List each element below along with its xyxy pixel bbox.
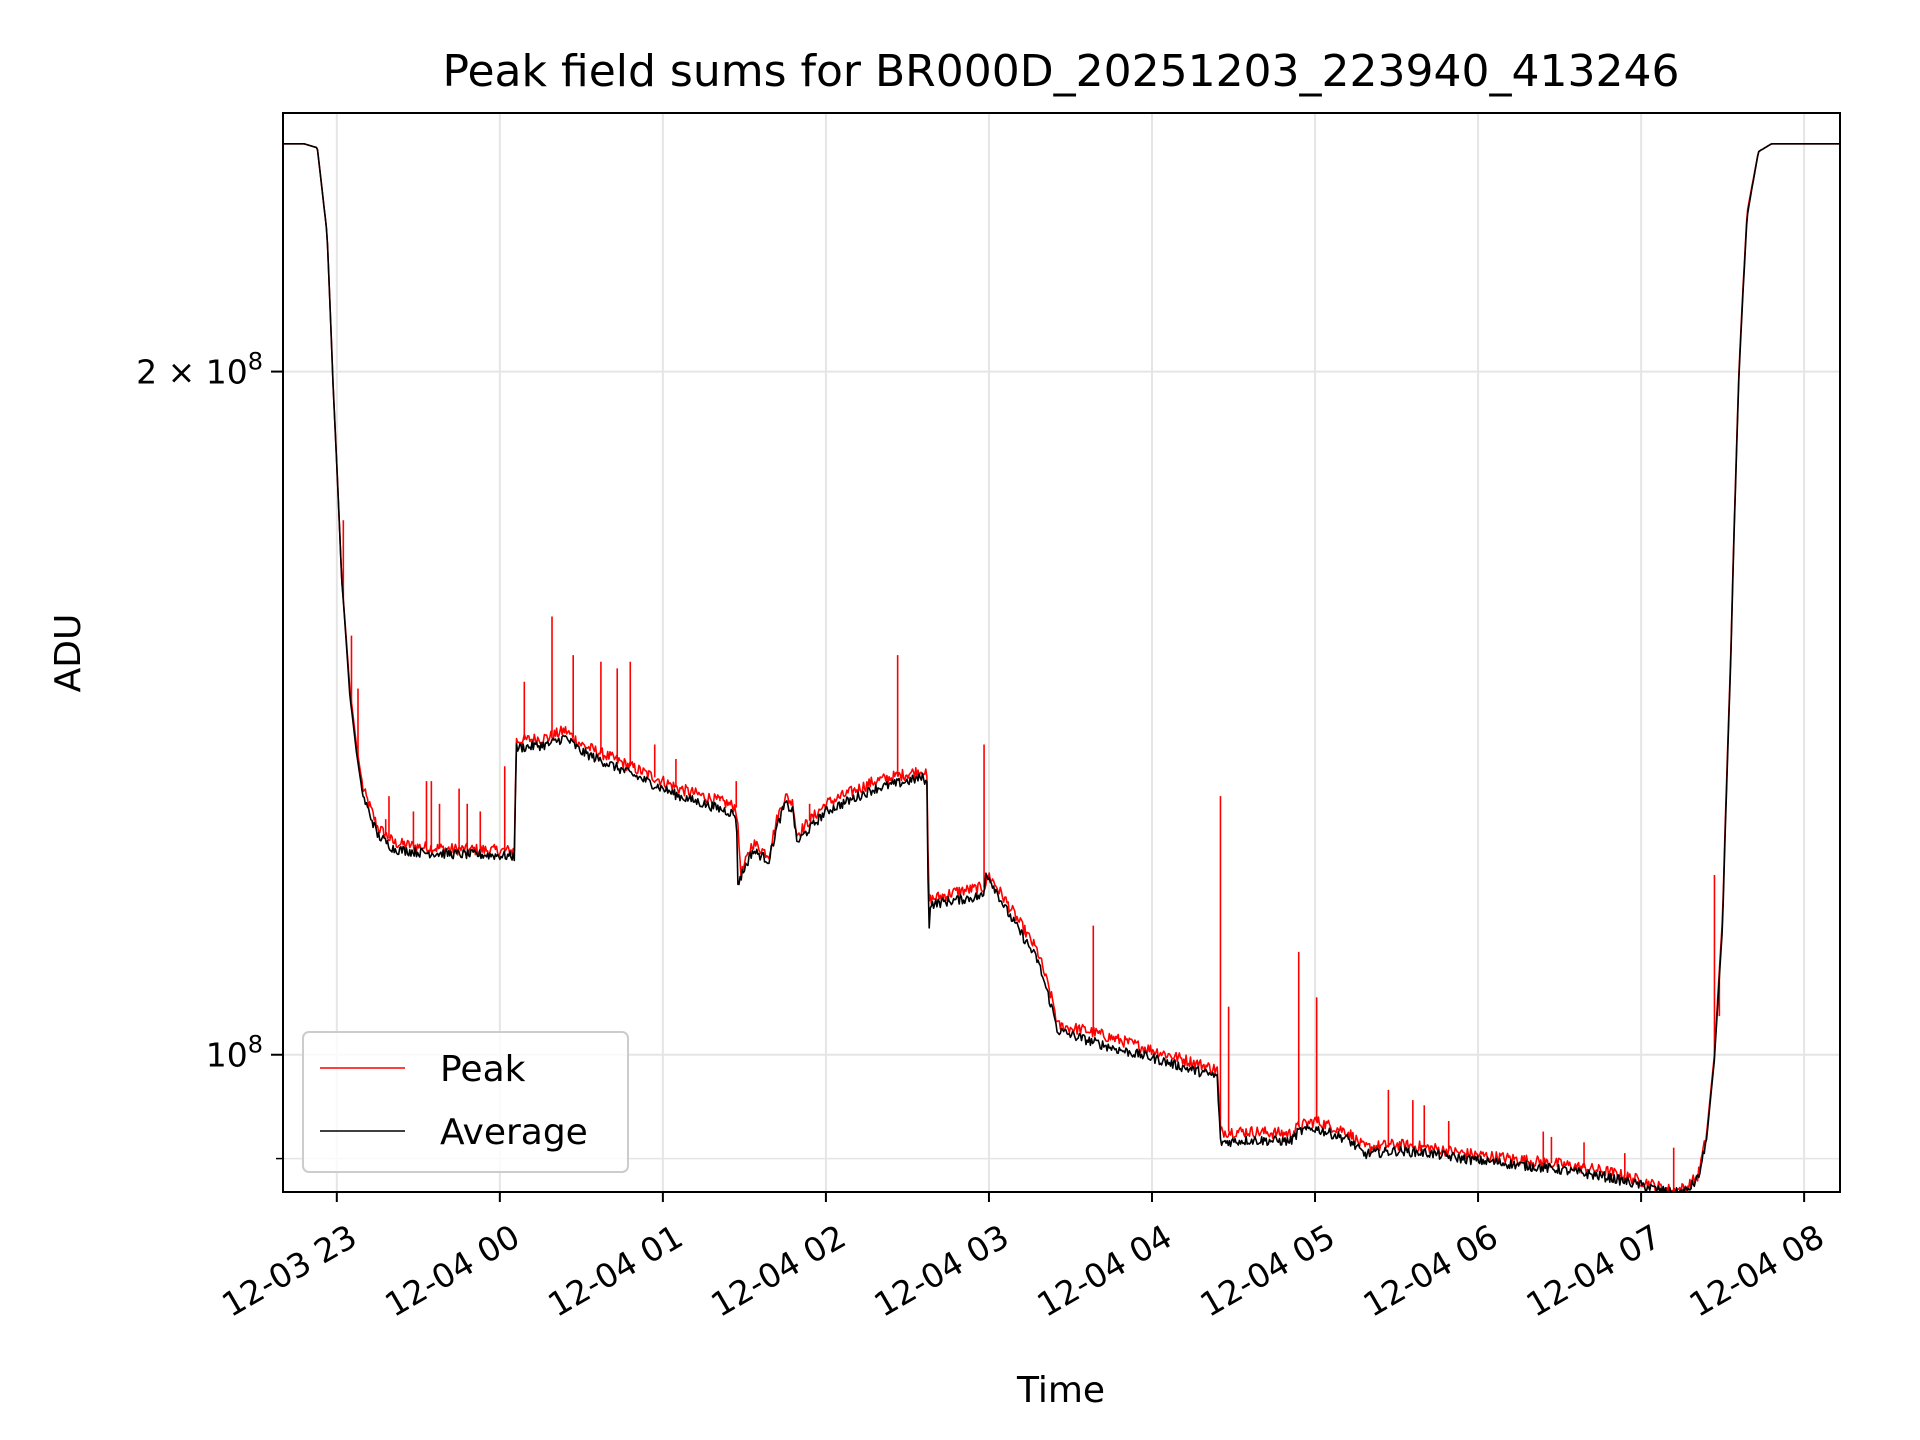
x-axis-label: Time xyxy=(1016,1370,1105,1411)
series-layer xyxy=(283,143,1840,1192)
legend-label-average: Average xyxy=(440,1112,588,1153)
plot-area xyxy=(283,143,1840,1192)
legend-label-peak: Peak xyxy=(440,1049,526,1090)
legend-box xyxy=(302,1031,629,1173)
y-tick-label: 108 xyxy=(206,1031,263,1075)
y-axis: 2 × 108 108 xyxy=(136,348,283,1160)
series-line-average xyxy=(283,143,1840,1192)
y-axis-label: ADU xyxy=(48,614,89,693)
plot-frame xyxy=(282,112,1841,1193)
legend: Peak Average xyxy=(302,1031,629,1173)
chart-title: Peak field sums for BR000D_20251203_2239… xyxy=(443,46,1680,97)
y-tick-label: 2 × 108 xyxy=(136,348,263,392)
